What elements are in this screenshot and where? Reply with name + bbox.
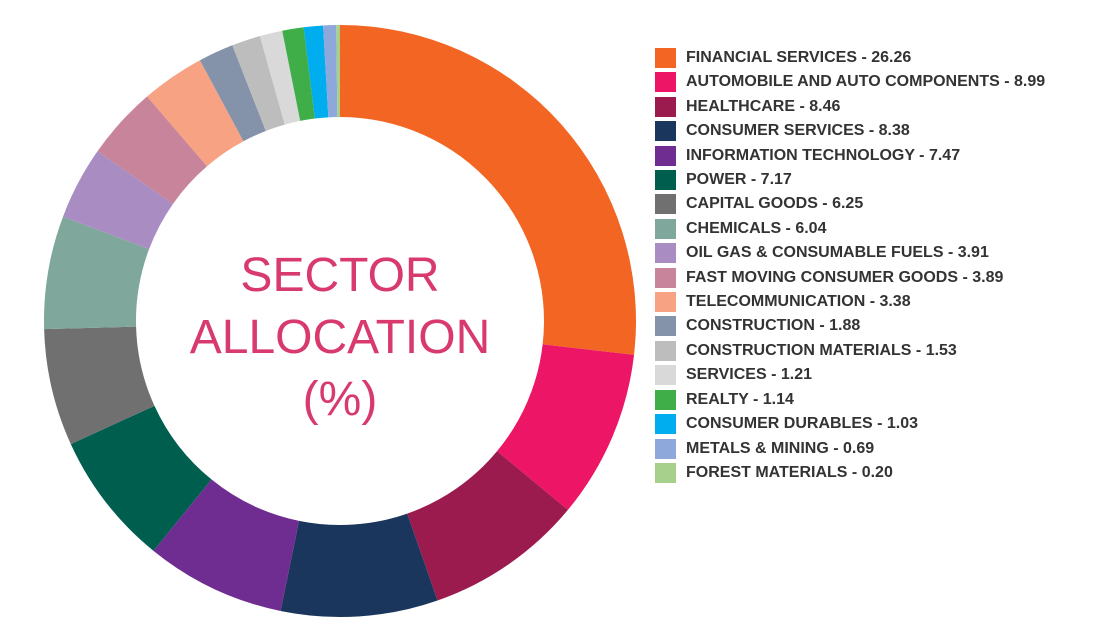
legend-item: CAPITAL GOODS - 6.25 bbox=[655, 192, 1095, 216]
legend-label: CONSUMER DURABLES - 1.03 bbox=[686, 415, 919, 433]
donut-slice bbox=[153, 479, 300, 611]
donut-slice bbox=[199, 45, 266, 142]
legend-item: CHEMICALS - 6.04 bbox=[655, 217, 1095, 241]
donut-slice bbox=[323, 25, 338, 118]
donut-slice bbox=[259, 30, 301, 125]
donut-chart bbox=[44, 25, 636, 617]
legend-swatch bbox=[655, 414, 676, 435]
donut-slice bbox=[280, 513, 438, 617]
donut-slice bbox=[70, 405, 212, 551]
legend-item: POWER - 7.17 bbox=[655, 168, 1095, 192]
donut-slice bbox=[497, 344, 635, 510]
legend-swatch bbox=[655, 365, 676, 386]
legend-label: METALS & MINING - 0.69 bbox=[686, 439, 875, 457]
legend-item: OIL GAS & CONSUMABLE FUELS - 3.91 bbox=[655, 241, 1095, 265]
legend-label: FAST MOVING CONSUMER GOODS - 3.89 bbox=[686, 268, 1004, 286]
legend-swatch bbox=[655, 96, 676, 117]
legend-label: SERVICES - 1.21 bbox=[686, 366, 812, 384]
legend-label: CONSTRUCTION - 1.88 bbox=[686, 317, 861, 335]
legend-label: TELECOMMUNICATION - 3.38 bbox=[686, 293, 911, 311]
legend-item: FOREST MATERIALS - 0.20 bbox=[655, 461, 1095, 485]
legend-item: SERVICES - 1.21 bbox=[655, 363, 1095, 387]
legend-swatch bbox=[655, 170, 676, 191]
legend-item: CONSTRUCTION MATERIALS - 1.53 bbox=[655, 339, 1095, 363]
donut-slice bbox=[44, 216, 150, 330]
legend-swatch bbox=[655, 72, 676, 93]
legend-label: AUTOMOBILE AND AUTO COMPONENTS - 8.99 bbox=[686, 73, 1046, 91]
donut-slice bbox=[62, 151, 173, 250]
legend-swatch bbox=[655, 340, 676, 361]
donut-slice bbox=[232, 36, 285, 131]
legend-swatch bbox=[655, 194, 676, 215]
donut-slice bbox=[147, 60, 244, 167]
donut-slice bbox=[44, 326, 155, 445]
legend-label: REALTY - 1.14 bbox=[686, 390, 794, 408]
legend-label: CHEMICALS - 6.04 bbox=[686, 219, 827, 237]
legend-label: POWER - 7.17 bbox=[686, 171, 792, 189]
donut-slice bbox=[97, 96, 208, 204]
legend-swatch bbox=[655, 267, 676, 288]
legend-item: INFORMATION TECHNOLOGY - 7.47 bbox=[655, 144, 1095, 168]
legend-label: CAPITAL GOODS - 6.25 bbox=[686, 195, 864, 213]
donut-slice bbox=[407, 451, 568, 601]
legend-swatch bbox=[655, 145, 676, 166]
donut-slice bbox=[303, 25, 329, 119]
legend-swatch bbox=[655, 316, 676, 337]
legend: FINANCIAL SERVICES - 26.26 AUTOMOBILE AND… bbox=[655, 46, 1095, 485]
legend-item: CONSUMER SERVICES - 8.38 bbox=[655, 119, 1095, 143]
legend-swatch bbox=[655, 243, 676, 264]
legend-item: METALS & MINING - 0.69 bbox=[655, 437, 1095, 461]
legend-item: HEALTHCARE - 8.46 bbox=[655, 95, 1095, 119]
legend-item: TELECOMMUNICATION - 3.38 bbox=[655, 290, 1095, 314]
legend-swatch bbox=[655, 438, 676, 459]
legend-label: OIL GAS & CONSUMABLE FUELS - 3.91 bbox=[686, 244, 989, 262]
legend-label: INFORMATION TECHNOLOGY - 7.47 bbox=[686, 146, 961, 164]
chart-title: SECTOR ALLOCATION (%) bbox=[189, 249, 491, 426]
donut-slice bbox=[282, 27, 315, 121]
donut-slice bbox=[340, 25, 636, 355]
legend-swatch bbox=[655, 218, 676, 239]
legend-item: FINANCIAL SERVICES - 26.26 bbox=[655, 46, 1095, 70]
legend-item: FAST MOVING CONSUMER GOODS - 3.89 bbox=[655, 266, 1095, 290]
legend-label: FINANCIAL SERVICES - 26.26 bbox=[686, 49, 912, 66]
legend-label: CONSUMER SERVICES - 8.38 bbox=[686, 122, 910, 140]
donut-slice bbox=[336, 25, 340, 118]
legend-item: CONSUMER DURABLES - 1.03 bbox=[655, 412, 1095, 436]
legend-swatch bbox=[655, 121, 676, 142]
legend-label: CONSTRUCTION MATERIALS - 1.53 bbox=[686, 341, 957, 359]
legend-swatch bbox=[655, 292, 676, 313]
legend-swatch bbox=[655, 48, 676, 68]
legend-item: AUTOMOBILE AND AUTO COMPONENTS - 8.99 bbox=[655, 70, 1095, 94]
legend-item: REALTY - 1.14 bbox=[655, 388, 1095, 412]
legend-item: CONSTRUCTION - 1.88 bbox=[655, 314, 1095, 338]
legend-swatch bbox=[655, 389, 676, 410]
legend-swatch bbox=[655, 462, 676, 483]
legend-label: FOREST MATERIALS - 0.20 bbox=[686, 463, 893, 481]
legend-label: HEALTHCARE - 8.46 bbox=[686, 97, 841, 115]
